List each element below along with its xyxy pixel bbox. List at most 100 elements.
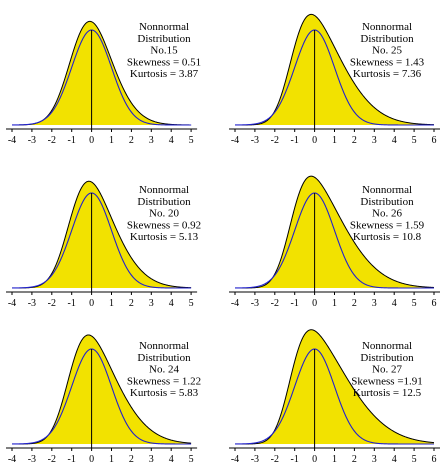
nonnormal-area [12, 21, 192, 126]
panel-title-line: No. 25 [372, 45, 402, 57]
nonnormal-curve [235, 13, 435, 126]
panel-title-line: Nonnormal [139, 184, 189, 196]
skewness-label: Skewness = 1.43 [350, 56, 425, 68]
normal-curve [12, 192, 192, 289]
x-tick-label: -1 [291, 298, 299, 309]
x-tick-label: -3 [28, 454, 36, 465]
x-tick-label: 4 [392, 454, 397, 465]
x-tick-label: 4 [169, 298, 174, 309]
skewness-label: Skewness = 1.22 [127, 375, 201, 387]
x-tick-label: 5 [412, 298, 417, 309]
panel-title-line: Nonnormal [362, 21, 412, 33]
x-tick-label: 4 [169, 135, 174, 146]
panel-4: -4 -3 -2 -1 0 1 2 3 4 5 6 NonnormalDistributionNo. … [229, 175, 440, 309]
skewness-label: Skewness = 0.51 [127, 56, 201, 68]
panel-title-line: Nonnormal [139, 21, 189, 33]
skewness-label: Skewness = 1.59 [350, 219, 425, 231]
x-tick-label: -2 [48, 135, 56, 146]
x-tick-label: -4 [8, 454, 16, 465]
skewness-label: Skewness = 0.92 [127, 219, 201, 231]
x-tick-label: 1 [109, 298, 114, 309]
x-tick-label: 2 [352, 135, 357, 146]
nonnormal-curve [235, 175, 435, 289]
x-tick-label: 2 [129, 135, 134, 146]
x-tick-label: -2 [271, 135, 279, 146]
x-tick-label: 1 [332, 454, 337, 465]
x-tick-label: -3 [28, 135, 36, 146]
x-tick-label: 5 [412, 135, 417, 146]
panel-title-line: No. 20 [149, 208, 179, 220]
x-tick-label: 1 [109, 454, 114, 465]
x-tick-label: -2 [48, 298, 56, 309]
x-tick-label: -1 [291, 454, 299, 465]
x-tick-label: 0 [89, 135, 94, 146]
x-tick-label: -4 [8, 135, 16, 146]
panel-2: -4 -3 -2 -1 0 1 2 3 4 5 6 NonnormalDistributionNo. … [229, 13, 440, 146]
x-tick-label: 2 [129, 298, 134, 309]
nonnormal-area [12, 334, 192, 444]
panel-title-line: Distribution [360, 33, 414, 45]
panel-title-line: Distribution [360, 196, 414, 208]
x-tick-label: -3 [251, 298, 259, 309]
x-tick-label: -3 [251, 454, 259, 465]
x-tick-label: -4 [231, 298, 239, 309]
nonnormal-curve [235, 329, 435, 445]
nonnormal-curve [12, 334, 192, 445]
x-tick-label: 2 [352, 298, 357, 309]
x-tick-label: -3 [28, 298, 36, 309]
x-tick-label: 5 [189, 298, 194, 309]
x-tick-label: 4 [169, 454, 174, 465]
kurtosis-label: Kurtosis = 12.5 [353, 387, 422, 399]
x-tick-label: 0 [89, 298, 94, 309]
skewness-label: Skewness =1.91 [351, 375, 423, 387]
x-tick-label: -2 [271, 454, 279, 465]
x-tick-label: 1 [332, 135, 337, 146]
nonnormal-area [235, 176, 434, 288]
panel-1: -4 -3 -2 -1 0 1 2 3 4 5 NonnormalDistributionNo.15… [6, 20, 201, 146]
panel-title-line: No. 26 [372, 208, 402, 220]
x-tick-label: 0 [89, 454, 94, 465]
x-tick-label: -3 [251, 135, 259, 146]
normal-curve [12, 29, 192, 126]
x-tick-label: 2 [352, 454, 357, 465]
x-tick-label: -1 [68, 454, 76, 465]
x-tick-label: 4 [392, 298, 397, 309]
normal-curve [235, 29, 434, 126]
x-tick-label: 6 [432, 298, 437, 309]
panel-title-line: No. 27 [372, 364, 402, 376]
x-tick-label: -4 [231, 135, 239, 146]
nonnormal-area [12, 181, 192, 288]
x-tick-label: 2 [129, 454, 134, 465]
x-tick-label: 3 [149, 298, 154, 309]
x-tick-label: -2 [48, 454, 56, 465]
x-tick-label: 1 [332, 298, 337, 309]
x-tick-label: 4 [392, 135, 397, 146]
x-tick-label: -1 [68, 135, 76, 146]
x-tick-label: 3 [372, 298, 377, 309]
x-tick-label: 3 [372, 454, 377, 465]
panel-title-line: Nonnormal [139, 340, 189, 352]
panel-title-line: Distribution [137, 352, 191, 364]
x-tick-label: -1 [68, 298, 76, 309]
x-tick-label: -4 [231, 454, 239, 465]
x-tick-label: 5 [189, 454, 194, 465]
kurtosis-label: Kurtosis = 3.87 [130, 68, 199, 80]
kurtosis-label: Kurtosis = 10.8 [353, 231, 422, 243]
x-tick-label: 0 [312, 298, 317, 309]
x-tick-label: 3 [372, 135, 377, 146]
x-tick-label: 1 [109, 135, 114, 146]
x-tick-label: -4 [8, 298, 16, 309]
kurtosis-label: Kurtosis = 5.13 [130, 231, 199, 243]
kurtosis-label: Kurtosis = 7.36 [353, 68, 422, 80]
x-tick-label: 0 [312, 135, 317, 146]
panel-title-line: Nonnormal [362, 340, 412, 352]
panel-title-line: No.15 [150, 45, 178, 57]
panel-6: -4 -3 -2 -1 0 1 2 3 4 5 6 NonnormalDistributionNo. … [229, 329, 440, 465]
panel-title-line: No. 24 [149, 364, 179, 376]
kurtosis-label: Kurtosis = 5.83 [130, 387, 199, 399]
x-tick-label: 3 [149, 135, 154, 146]
panel-title-line: Nonnormal [362, 184, 412, 196]
x-tick-label: 6 [432, 135, 437, 146]
